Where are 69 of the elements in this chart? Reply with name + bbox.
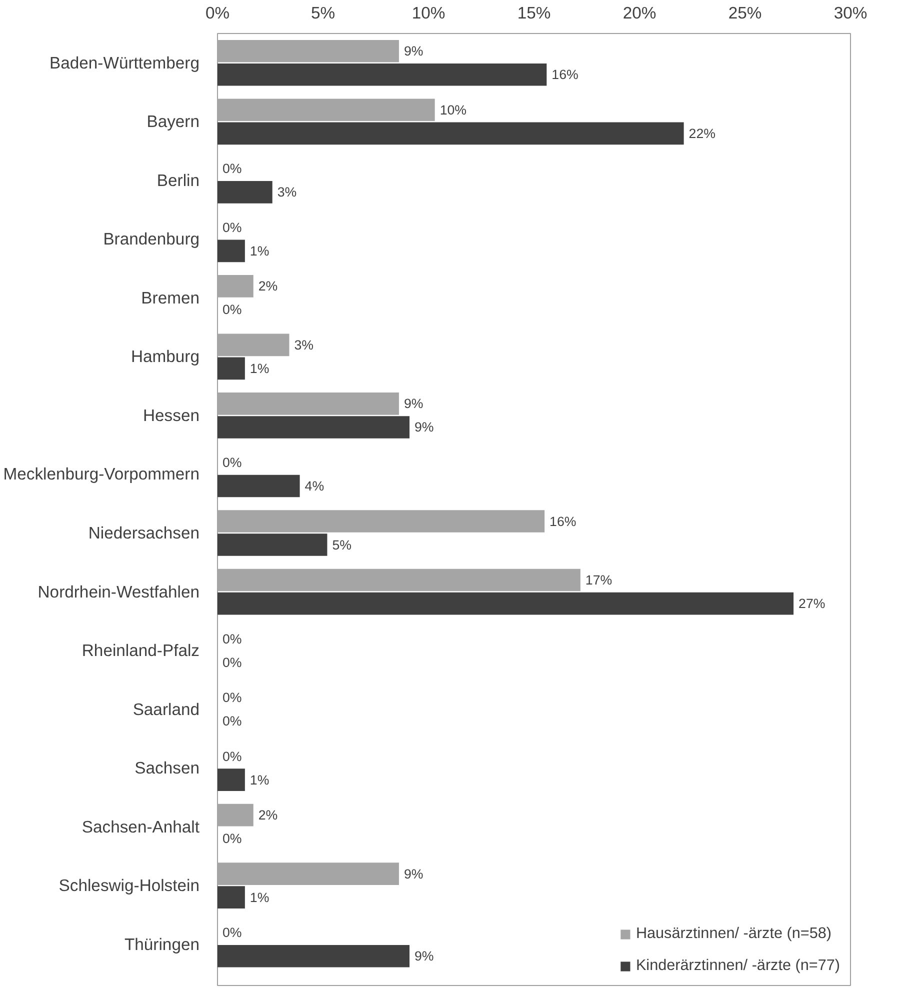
data-label: 0% [222, 654, 242, 670]
data-label: 0% [222, 925, 242, 940]
data-label: 10% [440, 102, 467, 118]
y-tick-label: Baden-Württemberg [50, 53, 200, 72]
data-label: 16% [550, 514, 576, 529]
data-label: 16% [552, 67, 578, 82]
bar [218, 416, 410, 438]
legend-label: Kinderärztinnen/ -ärzte (n=77) [636, 957, 840, 975]
bar [218, 240, 245, 262]
x-tick-label: 5% [310, 4, 336, 22]
data-label: 1% [250, 360, 270, 376]
y-tick-label: Brandenburg [103, 230, 200, 249]
bar [218, 474, 300, 498]
data-label: 0% [222, 690, 242, 706]
data-label: 22% [688, 126, 716, 141]
data-label: 0% [222, 302, 242, 318]
data-label: 9% [404, 866, 424, 882]
y-tick-label: Rheinland-Pfalz [82, 641, 200, 660]
bar [218, 534, 328, 556]
bar [218, 592, 794, 615]
data-label: 1% [250, 243, 270, 258]
data-label: 9% [414, 420, 434, 435]
x-tick-label: 0% [205, 4, 230, 22]
x-tick-label: 20% [622, 4, 656, 22]
data-label: 2% [258, 278, 278, 294]
y-tick-label: Hamburg [130, 347, 200, 366]
data-label: 27% [798, 596, 826, 612]
legend-label: Hausärztinnen/ -ärzte (n=58) [636, 925, 832, 943]
y-tick-label: Saarland [132, 700, 200, 719]
bar [218, 886, 245, 909]
data-label: 2% [258, 808, 278, 823]
y-tick-label: Bayern [146, 112, 200, 132]
x-tick-label: 30% [834, 4, 868, 22]
bar [218, 122, 684, 145]
data-label: 3% [277, 184, 297, 200]
data-label: 9% [404, 396, 424, 412]
data-label: 0% [222, 748, 242, 764]
x-tick-label: 15% [517, 4, 551, 22]
data-label: 0% [222, 831, 242, 846]
bar [218, 181, 272, 204]
y-tick-label: Bremen [141, 288, 200, 308]
data-label: 17% [585, 572, 612, 588]
x-tick-label: 25% [728, 4, 762, 22]
data-label: 0% [222, 631, 242, 646]
bar [218, 357, 245, 380]
x-tick-label: 10% [412, 4, 446, 22]
bar [218, 944, 410, 968]
y-tick-label: Berlin [156, 170, 200, 190]
data-label: 9% [404, 44, 424, 59]
y-tick-label: Sachsen-Anhalt [82, 817, 200, 836]
data-label: 1% [250, 890, 270, 905]
data-label: 4% [304, 478, 324, 494]
data-label: 0% [222, 220, 242, 235]
data-label: 3% [294, 337, 314, 352]
y-tick-label: Sachsen [134, 758, 200, 778]
y-tick-label: Niedersachsen [88, 524, 200, 543]
data-label: 0% [222, 714, 242, 729]
bar [218, 63, 547, 86]
data-label: 0% [222, 454, 242, 470]
bar [218, 768, 245, 791]
y-tick-label: Thüringen [124, 934, 200, 954]
data-label: 1% [250, 772, 270, 788]
y-tick-label: Schleswig-Holstein [58, 876, 200, 896]
data-label: 0% [222, 161, 242, 176]
y-tick-label: Nordrhein-Westfahlen [38, 582, 200, 602]
y-tick-label: Hessen [143, 406, 200, 425]
y-tick-label: Mecklenburg-Vorpommern [3, 464, 200, 484]
data-label: 9% [414, 948, 434, 964]
data-label: 5% [332, 537, 352, 552]
